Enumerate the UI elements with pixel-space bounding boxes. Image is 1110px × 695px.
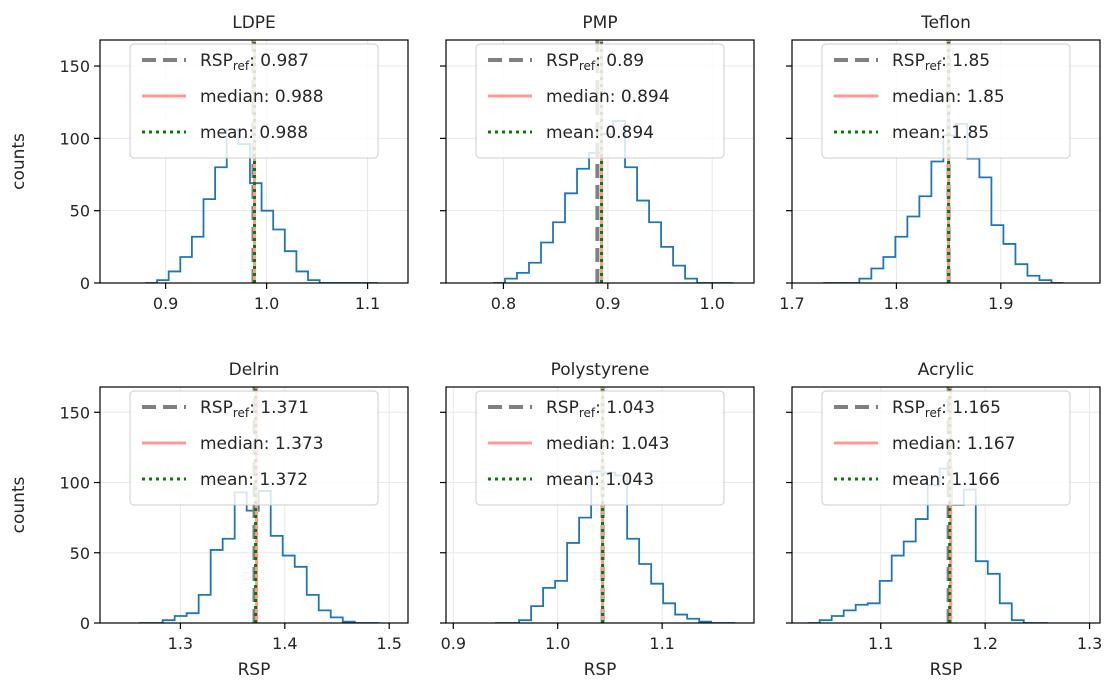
y-axis-label: counts	[9, 476, 29, 533]
y-tick-label: 50	[70, 544, 90, 563]
legend-rsp-ref-label: RSPref: 1.85	[892, 51, 990, 73]
x-tick-label: 1.0	[545, 634, 570, 653]
subplot-polystyrene: 0.9 1.0 1.1 Polystyrene RSP RSPref: 1.043 medi…	[440, 360, 755, 680]
legend-rsp-ref-label: RSPref: 0.987	[200, 51, 309, 73]
legend-box	[821, 43, 1071, 159]
legend-median-label: median: 1.043	[546, 434, 670, 454]
x-tick-label: 1.0	[254, 294, 279, 313]
axes-frame	[791, 386, 1101, 624]
x-tick-label: 1.5	[376, 634, 401, 653]
y-tick-label: 100	[59, 129, 90, 148]
legend-rsp-ref-label: RSPref: 1.165	[892, 398, 1001, 420]
histogram-series	[138, 490, 379, 623]
subplot-title: Teflon	[920, 13, 971, 33]
x-tick-label: 1.2	[972, 634, 997, 653]
subplot-ldpe: 0.9 1.0 1.1 0 50 100 150 LDPE counts RSPref: 0.98…	[9, 13, 409, 313]
legend-median-label: median: 0.988	[200, 87, 324, 107]
histogram-series	[145, 128, 378, 283]
legend-rsp-ref-label: RSPref: 1.371	[200, 398, 309, 420]
legend-box	[475, 43, 725, 159]
y-tick-label: 150	[59, 403, 90, 422]
axes-frame	[445, 386, 755, 624]
y-tick-label: 0	[80, 614, 90, 633]
legend-box	[129, 43, 379, 159]
legend-mean-label: mean: 1.85	[892, 123, 989, 143]
x-tick-label: 1.8	[884, 294, 909, 313]
axes-frame	[791, 39, 1101, 284]
legend-rsp-ref-label: RSPref: 1.043	[546, 398, 655, 420]
legend-mean-label: mean: 1.043	[546, 470, 654, 490]
x-tick-label: 1.4	[272, 634, 297, 653]
legend-mean-label: mean: 1.166	[892, 470, 1000, 490]
axes-frame	[99, 39, 409, 284]
subplot-title: PMP	[582, 13, 617, 33]
axes-frame	[445, 39, 755, 284]
y-tick-label: 100	[59, 474, 90, 493]
subplot-title: LDPE	[232, 13, 276, 33]
x-tick-label: 0.9	[441, 634, 466, 653]
legend-mean-label: mean: 1.372	[200, 470, 308, 490]
y-tick-label: 150	[59, 57, 90, 76]
x-tick-label: 1.1	[868, 634, 893, 653]
legend-median-label: median: 1.85	[892, 87, 1005, 107]
x-tick-label: 0.8	[491, 294, 516, 313]
subplot-delrin: 1.3 1.4 1.5 0 50 100 150 Delrin counts RSP RSPref:…	[9, 360, 409, 680]
subplot-title: Acrylic	[918, 360, 975, 380]
legend: RSPref: 0.987 median: 0.988 mean: 0.988	[129, 43, 379, 159]
histogram-series	[807, 467, 1048, 623]
legend: RSPref: 0.89 median: 0.894 mean: 0.894	[475, 43, 725, 159]
subplot-title: Delrin	[229, 360, 280, 380]
x-tick-label: 1.9	[988, 294, 1013, 313]
legend: RSPref: 1.85 median: 1.85 mean: 1.85	[821, 43, 1071, 159]
x-axis-label: RSP	[238, 660, 271, 680]
subplot-acrylic: 1.1 1.2 1.3 Acrylic RSP RSPref: 1.165 median: …	[786, 360, 1102, 680]
x-axis-label: RSP	[930, 660, 963, 680]
legend-median-label: median: 1.373	[200, 434, 324, 454]
legend-box	[475, 390, 725, 506]
legend-box	[821, 390, 1071, 506]
legend: RSPref: 1.165 median: 1.167 mean: 1.166	[821, 390, 1071, 506]
legend: RSPref: 1.371 median: 1.373 mean: 1.372	[129, 390, 379, 506]
x-tick-label: 1.1	[649, 634, 674, 653]
legend: RSPref: 1.043 median: 1.043 mean: 1.043	[475, 390, 725, 506]
axes-frame	[99, 386, 409, 624]
subplot-pmp: 0.8 0.9 1.0 PMP RSPref: 0.89 median: 0.894 mea…	[440, 13, 755, 313]
x-tick-label: 1.7	[779, 294, 804, 313]
legend-box	[129, 390, 379, 506]
subplot-teflon: 1.7 1.8 1.9 Teflon RSPref: 1.85 median: 1.85 m…	[779, 13, 1101, 313]
x-tick-label: 0.9	[595, 294, 620, 313]
y-tick-label: 0	[80, 274, 90, 293]
x-axis-label: RSP	[584, 660, 617, 680]
legend-rsp-ref-label: RSPref: 0.89	[546, 51, 644, 73]
legend-median-label: median: 1.167	[892, 434, 1016, 454]
x-tick-label: 1.1	[355, 294, 380, 313]
legend-median-label: median: 0.894	[546, 87, 670, 107]
x-tick-label: 1.3	[1077, 634, 1102, 653]
y-tick-label: 50	[70, 202, 90, 221]
x-tick-label: 1.0	[700, 294, 725, 313]
x-tick-label: 1.3	[168, 634, 193, 653]
legend-mean-label: mean: 0.988	[200, 123, 308, 143]
subplot-title: Polystyrene	[551, 360, 650, 380]
x-tick-label: 0.9	[153, 294, 178, 313]
y-axis-label: counts	[9, 133, 29, 190]
legend-mean-label: mean: 0.894	[546, 123, 654, 143]
